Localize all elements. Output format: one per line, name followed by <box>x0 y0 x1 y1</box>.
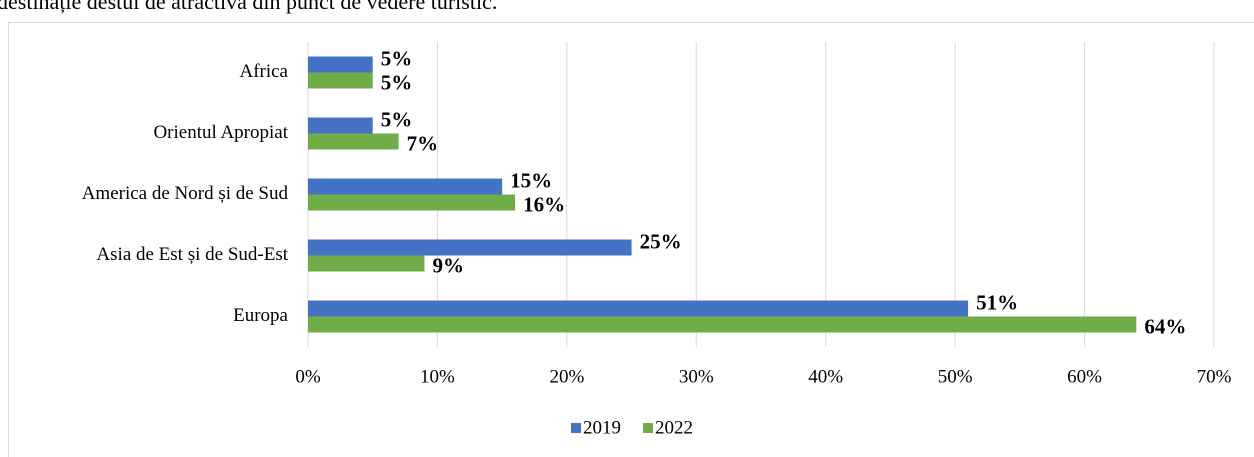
value-label: 25% <box>640 229 682 253</box>
y-tick-label: Orientul Apropiat <box>153 122 288 143</box>
bar <box>308 56 373 73</box>
value-label: 7% <box>407 131 439 155</box>
value-label: 5% <box>381 70 413 94</box>
value-label: 5% <box>381 46 413 70</box>
legend-label: 2022 <box>655 417 693 438</box>
bar <box>308 72 373 89</box>
bar <box>308 133 399 150</box>
chart-frame <box>8 22 1254 457</box>
bar <box>308 255 425 272</box>
legend-label: 2019 <box>583 417 621 438</box>
x-tick-label: 70% <box>1197 366 1232 387</box>
value-label: 51% <box>976 290 1018 314</box>
y-tick-label: Europa <box>233 305 288 326</box>
y-tick-label: Africa <box>239 61 288 82</box>
bar <box>308 178 503 195</box>
x-tick-label: 30% <box>679 366 714 387</box>
bar <box>308 300 969 317</box>
x-tick-label: 40% <box>808 366 843 387</box>
legend-swatch <box>643 423 653 433</box>
value-label: 16% <box>523 192 565 216</box>
x-tick-label: 10% <box>420 366 455 387</box>
x-tick-label: 0% <box>295 366 321 387</box>
bar <box>308 194 516 211</box>
legend-swatch <box>571 423 581 433</box>
bar <box>308 239 632 256</box>
x-tick-label: 60% <box>1067 366 1102 387</box>
bar <box>308 117 373 134</box>
y-tick-label: Asia de Est și de Sud-Est <box>96 244 288 265</box>
x-tick-label: 20% <box>549 366 584 387</box>
value-label: 5% <box>381 107 413 131</box>
lead-text: destinație destul de atractivă din punct… <box>0 0 497 14</box>
bar <box>308 316 1137 333</box>
x-tick-label: 50% <box>938 366 973 387</box>
value-label: 15% <box>510 168 552 192</box>
y-tick-label: America de Nord și de Sud <box>82 183 289 204</box>
value-label: 64% <box>1144 314 1186 338</box>
value-label: 9% <box>432 253 464 277</box>
